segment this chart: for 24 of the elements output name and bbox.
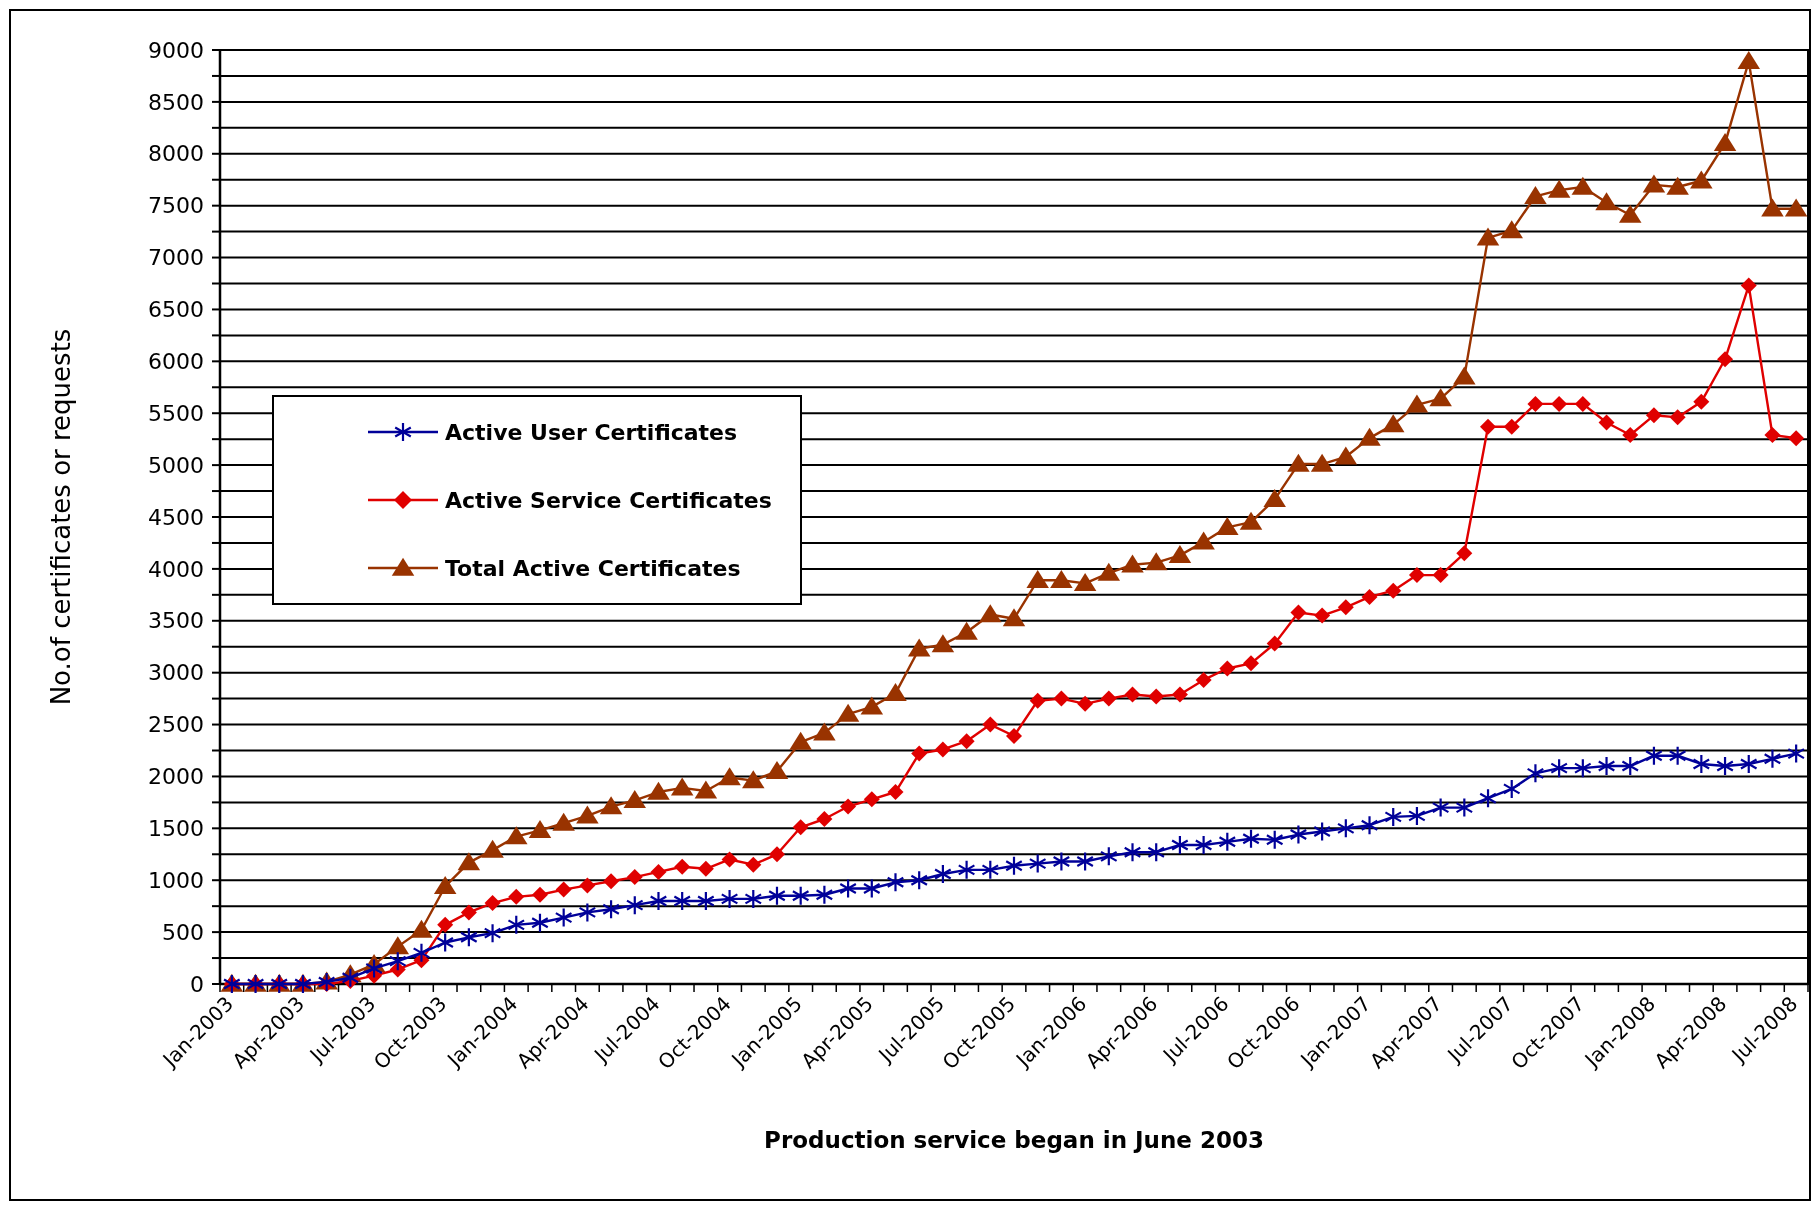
legend-label: Active User Certificates <box>445 419 738 445</box>
y-tick-label: 500 <box>162 919 204 945</box>
legend-label: Active Service Certificates <box>445 487 772 513</box>
y-tick-label: 5500 <box>148 400 204 426</box>
y-tick-label: 0 <box>190 971 204 997</box>
y-tick-label: 4500 <box>148 504 204 530</box>
y-tick-label: 2500 <box>148 712 204 738</box>
y-tick-label: 3500 <box>148 608 204 634</box>
y-tick-label: 8000 <box>148 141 204 167</box>
y-axis-title: No.of certificates or requests <box>46 328 76 706</box>
y-tick-label: 4000 <box>148 556 204 582</box>
y-tick-label: 1000 <box>148 867 204 893</box>
y-tick-label: 2000 <box>148 764 204 790</box>
y-tick-label: 6000 <box>148 349 204 375</box>
y-tick-label: 1500 <box>148 816 204 842</box>
y-tick-label: 7000 <box>148 245 204 271</box>
y-tick-label: 5000 <box>148 452 204 478</box>
x-axis-title: Production service began in June 2003 <box>764 1127 1264 1153</box>
y-tick-label: 3000 <box>148 660 204 686</box>
y-tick-label: 8500 <box>148 89 204 115</box>
y-tick-label: 9000 <box>148 37 204 63</box>
y-tick-label: 7500 <box>148 193 204 219</box>
legend-label: Total Active Certificates <box>445 555 741 581</box>
y-tick-label: 6500 <box>148 297 204 323</box>
